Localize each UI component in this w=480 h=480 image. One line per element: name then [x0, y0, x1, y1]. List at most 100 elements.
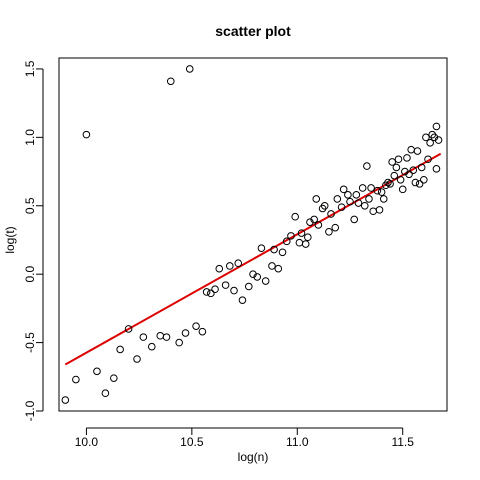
data-point — [360, 201, 369, 210]
data-point — [287, 232, 295, 240]
data-point — [72, 375, 80, 384]
data-point — [424, 155, 432, 164]
data-point — [257, 244, 266, 252]
data-point — [221, 281, 230, 289]
data-point — [377, 188, 386, 196]
data-point — [411, 178, 420, 187]
data-point — [162, 333, 171, 341]
chart-title: scatter plot — [215, 23, 291, 39]
data-point — [379, 195, 388, 203]
data-point — [398, 185, 407, 194]
y-tick-label: 1.0 — [23, 129, 37, 146]
data-point — [375, 206, 384, 214]
data-point — [261, 277, 270, 285]
data-point — [415, 180, 424, 188]
data-point — [350, 215, 359, 224]
data-point — [116, 345, 124, 354]
x-axis: 10.0 10.5 11.0 11.5 — [75, 427, 414, 449]
data-point — [192, 322, 200, 330]
data-point — [215, 264, 224, 273]
data-point — [101, 389, 110, 398]
data-point — [386, 180, 394, 188]
data-point — [211, 285, 219, 294]
data-point — [403, 154, 411, 162]
data-point — [405, 170, 413, 179]
data-point — [61, 396, 70, 404]
data-point — [409, 166, 418, 174]
fit-line-layer — [64, 152, 442, 366]
x-tick-label: 11.0 — [286, 435, 309, 449]
data-point — [244, 282, 253, 291]
y-tick-label: 0.5 — [23, 197, 37, 214]
data-point — [270, 245, 278, 254]
data-point — [226, 262, 234, 270]
data-point — [310, 215, 318, 224]
data-point — [337, 203, 346, 211]
data-point — [185, 65, 194, 73]
data-point — [420, 175, 428, 184]
data-point — [234, 259, 243, 268]
data-point — [358, 184, 367, 192]
data-point — [432, 165, 441, 173]
data-point — [110, 374, 118, 382]
y-tick-label: 0.0 — [23, 266, 37, 283]
plot-frame — [58, 57, 448, 412]
data-point — [82, 130, 91, 139]
data-point — [367, 184, 375, 192]
data-point — [363, 162, 371, 170]
data-point — [202, 288, 211, 296]
data-point — [434, 136, 443, 144]
data-point — [339, 185, 348, 194]
data-point — [198, 327, 207, 336]
data-point — [124, 325, 133, 333]
data-point — [331, 223, 340, 232]
y-tick-label: -1.0 — [23, 400, 37, 421]
data-point — [314, 221, 323, 229]
data-point — [166, 77, 175, 86]
data-point — [238, 296, 247, 304]
data-point — [365, 195, 373, 203]
data-point — [346, 197, 354, 206]
data-point — [291, 212, 299, 221]
data-point — [369, 207, 377, 216]
data-point — [407, 145, 415, 154]
data-point — [417, 163, 426, 172]
data-point — [373, 186, 382, 195]
data-point — [384, 178, 392, 187]
y-axis-label: log(t) — [3, 226, 17, 253]
data-point — [274, 264, 283, 273]
data-point — [396, 175, 405, 184]
data-point — [325, 227, 333, 236]
y-tick-label: -0.5 — [23, 332, 37, 353]
data-point — [394, 155, 403, 164]
regression-line — [64, 152, 442, 366]
x-tick-label: 10.5 — [180, 435, 204, 449]
data-point — [354, 199, 363, 207]
data-point — [301, 240, 310, 248]
data-point — [320, 201, 329, 210]
data-point — [327, 210, 335, 218]
data-point — [390, 171, 399, 180]
data-point — [175, 338, 183, 347]
data-point — [230, 286, 238, 295]
data-point — [133, 355, 141, 363]
data-point — [352, 191, 361, 199]
data-point — [93, 367, 101, 376]
data-point — [181, 329, 190, 337]
data-point — [426, 139, 434, 147]
data-point — [432, 122, 441, 131]
data-point — [297, 229, 306, 237]
data-point — [295, 238, 304, 247]
data-point — [156, 331, 165, 340]
data-point — [304, 233, 312, 242]
x-axis-label: log(n) — [238, 450, 269, 464]
data-point — [344, 191, 352, 199]
y-tick-label: 1.5 — [23, 60, 37, 77]
data-points-layer — [61, 65, 443, 404]
data-point — [207, 289, 215, 298]
x-tick-label: 10.0 — [75, 435, 99, 449]
data-point — [253, 273, 262, 281]
x-tick-label: 11.5 — [391, 435, 414, 449]
data-point — [268, 262, 276, 270]
data-point — [333, 195, 342, 203]
